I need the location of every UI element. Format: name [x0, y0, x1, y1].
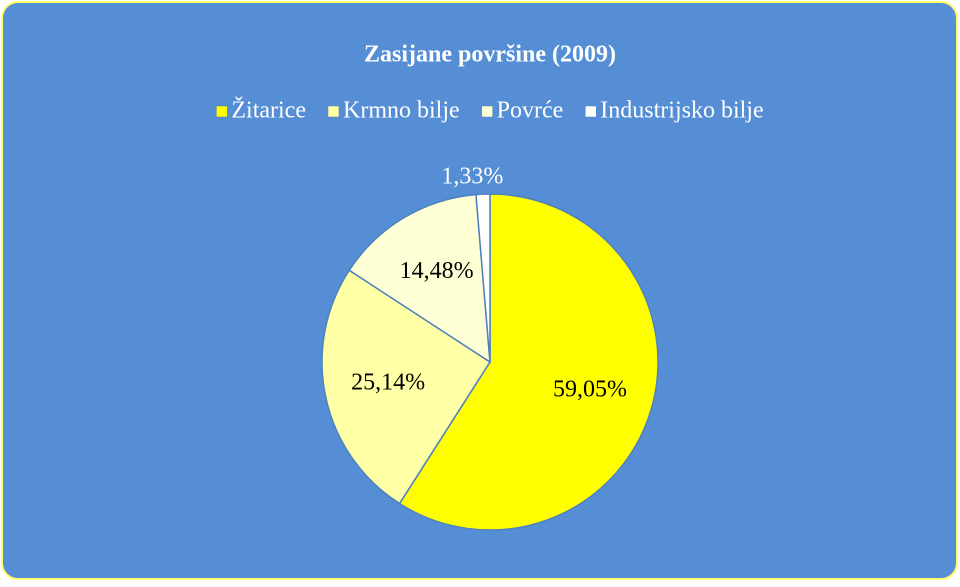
pie: 59,05% 25,14% 14,48% 1,33% — [321, 164, 659, 531]
legend-swatch — [481, 105, 493, 118]
chart-title: Zasijane površine (2009) — [364, 42, 616, 68]
legend-swatch — [327, 105, 340, 118]
pie-slice — [398, 193, 659, 531]
pie-slice — [348, 193, 491, 364]
legend-swatch — [585, 105, 597, 118]
legend-label: Povrće — [497, 98, 564, 124]
data-label: 59,05% — [553, 377, 627, 403]
legend-label: Industrijsko bilje — [600, 98, 763, 124]
legend-swatch — [216, 105, 228, 118]
data-label: 1,33% — [441, 164, 503, 190]
legend: Žitarice Krmno bilje Povrće Industrijsko bi… — [216, 98, 764, 124]
pie-slice — [321, 269, 492, 505]
legend-label: Krmno bilje — [343, 98, 460, 124]
data-label: 14,48% — [400, 258, 474, 284]
pie-slice — [475, 193, 491, 363]
data-label: 25,14% — [351, 369, 425, 395]
legend-label: Žitarice — [231, 98, 306, 124]
